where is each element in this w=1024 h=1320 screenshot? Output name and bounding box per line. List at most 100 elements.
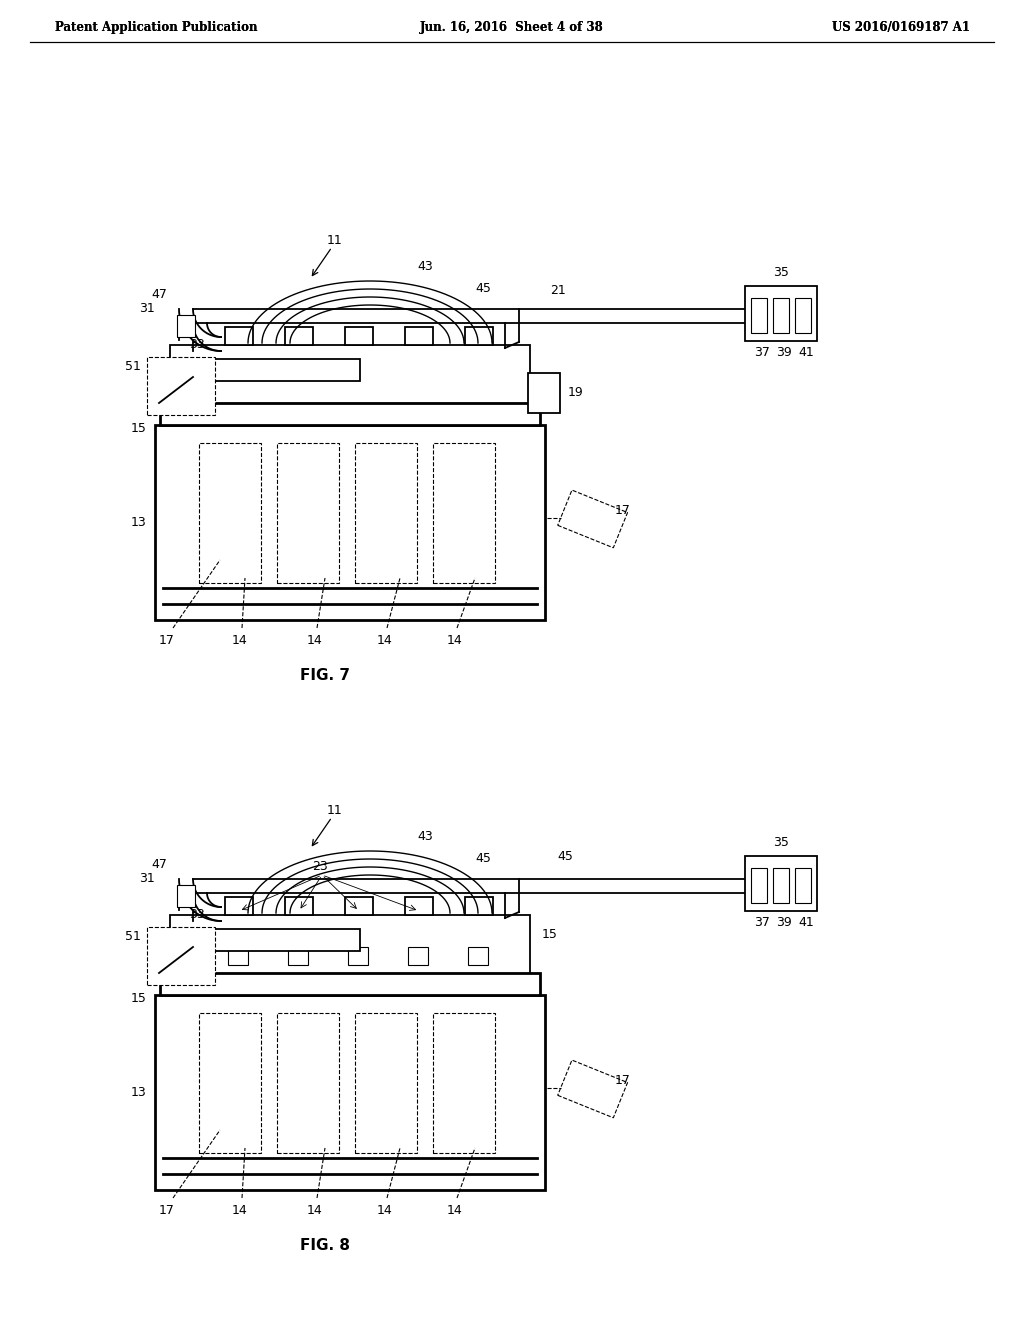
Bar (348, 946, 368, 965)
Text: 14: 14 (232, 1204, 248, 1217)
Text: 41: 41 (798, 346, 814, 359)
Text: Patent Application Publication: Patent Application Publication (55, 21, 257, 34)
Text: 13: 13 (131, 1086, 146, 1100)
Text: 17: 17 (615, 1073, 631, 1086)
Text: 35: 35 (773, 265, 788, 279)
Bar (441, 453, 487, 573)
Bar (170, 345, 530, 403)
Bar (205, 359, 360, 381)
Text: 39: 39 (776, 916, 792, 929)
Text: 14: 14 (447, 1204, 463, 1217)
Bar (355, 444, 417, 583)
Bar (433, 1012, 495, 1152)
Text: 37: 37 (754, 346, 770, 359)
Bar (795, 298, 811, 333)
Text: 45: 45 (475, 282, 490, 296)
Bar (528, 374, 560, 413)
Text: Jun. 16, 2016  Sheet 4 of 38: Jun. 16, 2016 Sheet 4 of 38 (420, 21, 604, 34)
Bar (345, 898, 373, 915)
Text: 23: 23 (312, 861, 328, 874)
Text: 31: 31 (139, 302, 155, 315)
Text: 51: 51 (125, 360, 141, 374)
Text: 15: 15 (542, 928, 558, 940)
Bar (155, 995, 545, 1191)
Bar (278, 1012, 339, 1152)
Text: 14: 14 (447, 634, 463, 647)
Text: 11: 11 (327, 235, 343, 248)
Bar (285, 1023, 331, 1143)
Bar (345, 327, 373, 345)
Bar (745, 286, 817, 341)
Text: 45: 45 (475, 853, 490, 866)
Bar (205, 929, 360, 950)
Bar (773, 869, 790, 903)
Bar (285, 327, 313, 345)
Text: 21: 21 (550, 284, 566, 297)
Text: 45: 45 (557, 850, 573, 863)
Text: 11: 11 (327, 804, 343, 817)
Text: 15: 15 (131, 421, 146, 434)
Bar (408, 946, 428, 965)
Bar (468, 946, 488, 965)
Bar (285, 453, 331, 573)
Text: 35: 35 (773, 836, 788, 849)
Text: US 2016/0169187 A1: US 2016/0169187 A1 (831, 21, 970, 34)
Text: 51: 51 (125, 931, 141, 944)
Bar (147, 927, 215, 985)
Bar (355, 1012, 417, 1152)
Bar (441, 1023, 487, 1143)
Bar (225, 898, 253, 915)
Bar (362, 453, 409, 573)
Bar (177, 315, 195, 337)
Bar (160, 973, 540, 995)
Text: 17: 17 (159, 1204, 175, 1217)
Text: 15: 15 (131, 991, 146, 1005)
Bar (225, 327, 253, 345)
Bar (465, 327, 493, 345)
Bar (207, 453, 253, 573)
Text: 43: 43 (417, 260, 433, 273)
Text: 47: 47 (152, 289, 167, 301)
Text: Jun. 16, 2016  Sheet 4 of 38: Jun. 16, 2016 Sheet 4 of 38 (420, 21, 604, 34)
Bar (773, 298, 790, 333)
Text: 17: 17 (615, 503, 631, 516)
Bar (199, 444, 261, 583)
Bar (406, 898, 433, 915)
Text: 33: 33 (189, 338, 205, 351)
Text: 14: 14 (377, 1204, 393, 1217)
Text: 31: 31 (139, 873, 155, 886)
Bar (406, 327, 433, 345)
Text: 47: 47 (152, 858, 167, 871)
Bar (558, 1060, 628, 1118)
Bar (751, 298, 767, 333)
Text: 33: 33 (189, 908, 205, 921)
Text: Patent Application Publication: Patent Application Publication (55, 21, 257, 34)
Text: US 2016/0169187 A1: US 2016/0169187 A1 (831, 21, 970, 34)
Bar (228, 946, 248, 965)
Bar (160, 403, 540, 425)
Text: 13: 13 (131, 516, 146, 529)
Bar (465, 898, 493, 915)
Text: 14: 14 (307, 1204, 323, 1217)
Bar (745, 855, 817, 911)
Bar (278, 444, 339, 583)
Bar (362, 1023, 409, 1143)
Text: 19: 19 (568, 387, 584, 400)
Bar (795, 869, 811, 903)
Bar (558, 490, 628, 548)
Bar (147, 356, 215, 414)
Bar (285, 898, 313, 915)
Bar (207, 1023, 253, 1143)
Text: 43: 43 (417, 830, 433, 843)
Bar (433, 444, 495, 583)
Text: 14: 14 (307, 634, 323, 647)
Bar (751, 869, 767, 903)
Text: 14: 14 (377, 634, 393, 647)
Text: 37: 37 (754, 916, 770, 929)
Text: FIG. 7: FIG. 7 (300, 668, 350, 682)
Bar (199, 1012, 261, 1152)
Text: 39: 39 (776, 346, 792, 359)
Bar (177, 884, 195, 907)
Text: 17: 17 (159, 634, 175, 647)
Text: 14: 14 (232, 634, 248, 647)
